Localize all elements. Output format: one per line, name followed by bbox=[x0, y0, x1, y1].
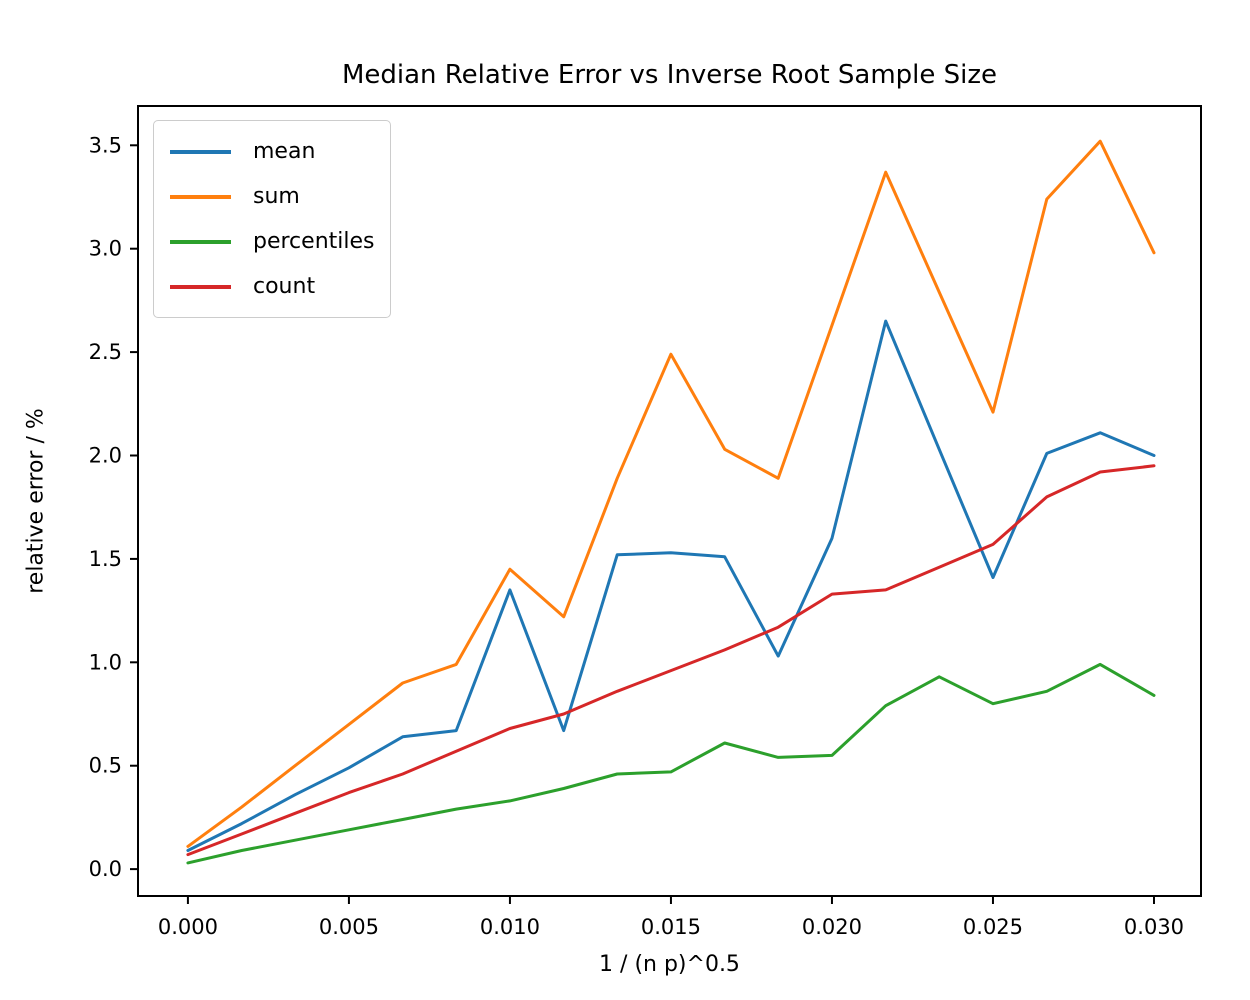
legend-swatch-sum bbox=[170, 194, 231, 199]
x-tick-label: 0.015 bbox=[641, 915, 701, 939]
y-tick-label: 1.0 bbox=[89, 650, 122, 674]
legend: mean sum percentiles count bbox=[153, 120, 392, 318]
x-axis-label: 1 / (n p)^0.5 bbox=[599, 952, 740, 977]
legend-swatch-count bbox=[170, 284, 231, 289]
series-line-percentiles bbox=[186, 662, 1156, 865]
legend-label: count bbox=[253, 274, 316, 299]
x-tick-label: 0.005 bbox=[319, 915, 379, 939]
y-tick-label: 2.0 bbox=[89, 444, 122, 468]
legend-item-sum: sum bbox=[170, 174, 374, 219]
series-line-sum bbox=[186, 139, 1156, 848]
legend-label: mean bbox=[253, 139, 316, 164]
series-line-mean bbox=[186, 319, 1156, 852]
x-tick-label: 0.010 bbox=[480, 915, 540, 939]
chart-title: Median Relative Error vs Inverse Root Sa… bbox=[341, 60, 998, 90]
axes-spines bbox=[137, 105, 1202, 897]
y-tick-label: 3.5 bbox=[89, 133, 122, 157]
y-tick-label: 0.0 bbox=[89, 857, 122, 881]
legend-item-mean: mean bbox=[170, 129, 374, 174]
legend-swatch-percentiles bbox=[170, 239, 231, 244]
legend-label: percentiles bbox=[253, 229, 375, 254]
y-tick-label: 3.0 bbox=[89, 237, 122, 261]
y-tick-label: 2.5 bbox=[89, 340, 122, 364]
x-tick-label: 0.030 bbox=[1124, 915, 1184, 939]
legend-label: sum bbox=[253, 184, 300, 209]
x-tick-label: 0.020 bbox=[802, 915, 862, 939]
legend-item-percentiles: percentiles bbox=[170, 219, 374, 264]
y-tick-label: 1.5 bbox=[89, 547, 122, 571]
legend-item-count: count bbox=[170, 264, 374, 309]
x-tick-label: 0.000 bbox=[158, 915, 218, 939]
x-tick-label: 0.025 bbox=[963, 915, 1023, 939]
series-line-count bbox=[186, 464, 1156, 857]
y-tick-label: 0.5 bbox=[89, 754, 122, 778]
legend-swatch-mean bbox=[170, 149, 231, 154]
